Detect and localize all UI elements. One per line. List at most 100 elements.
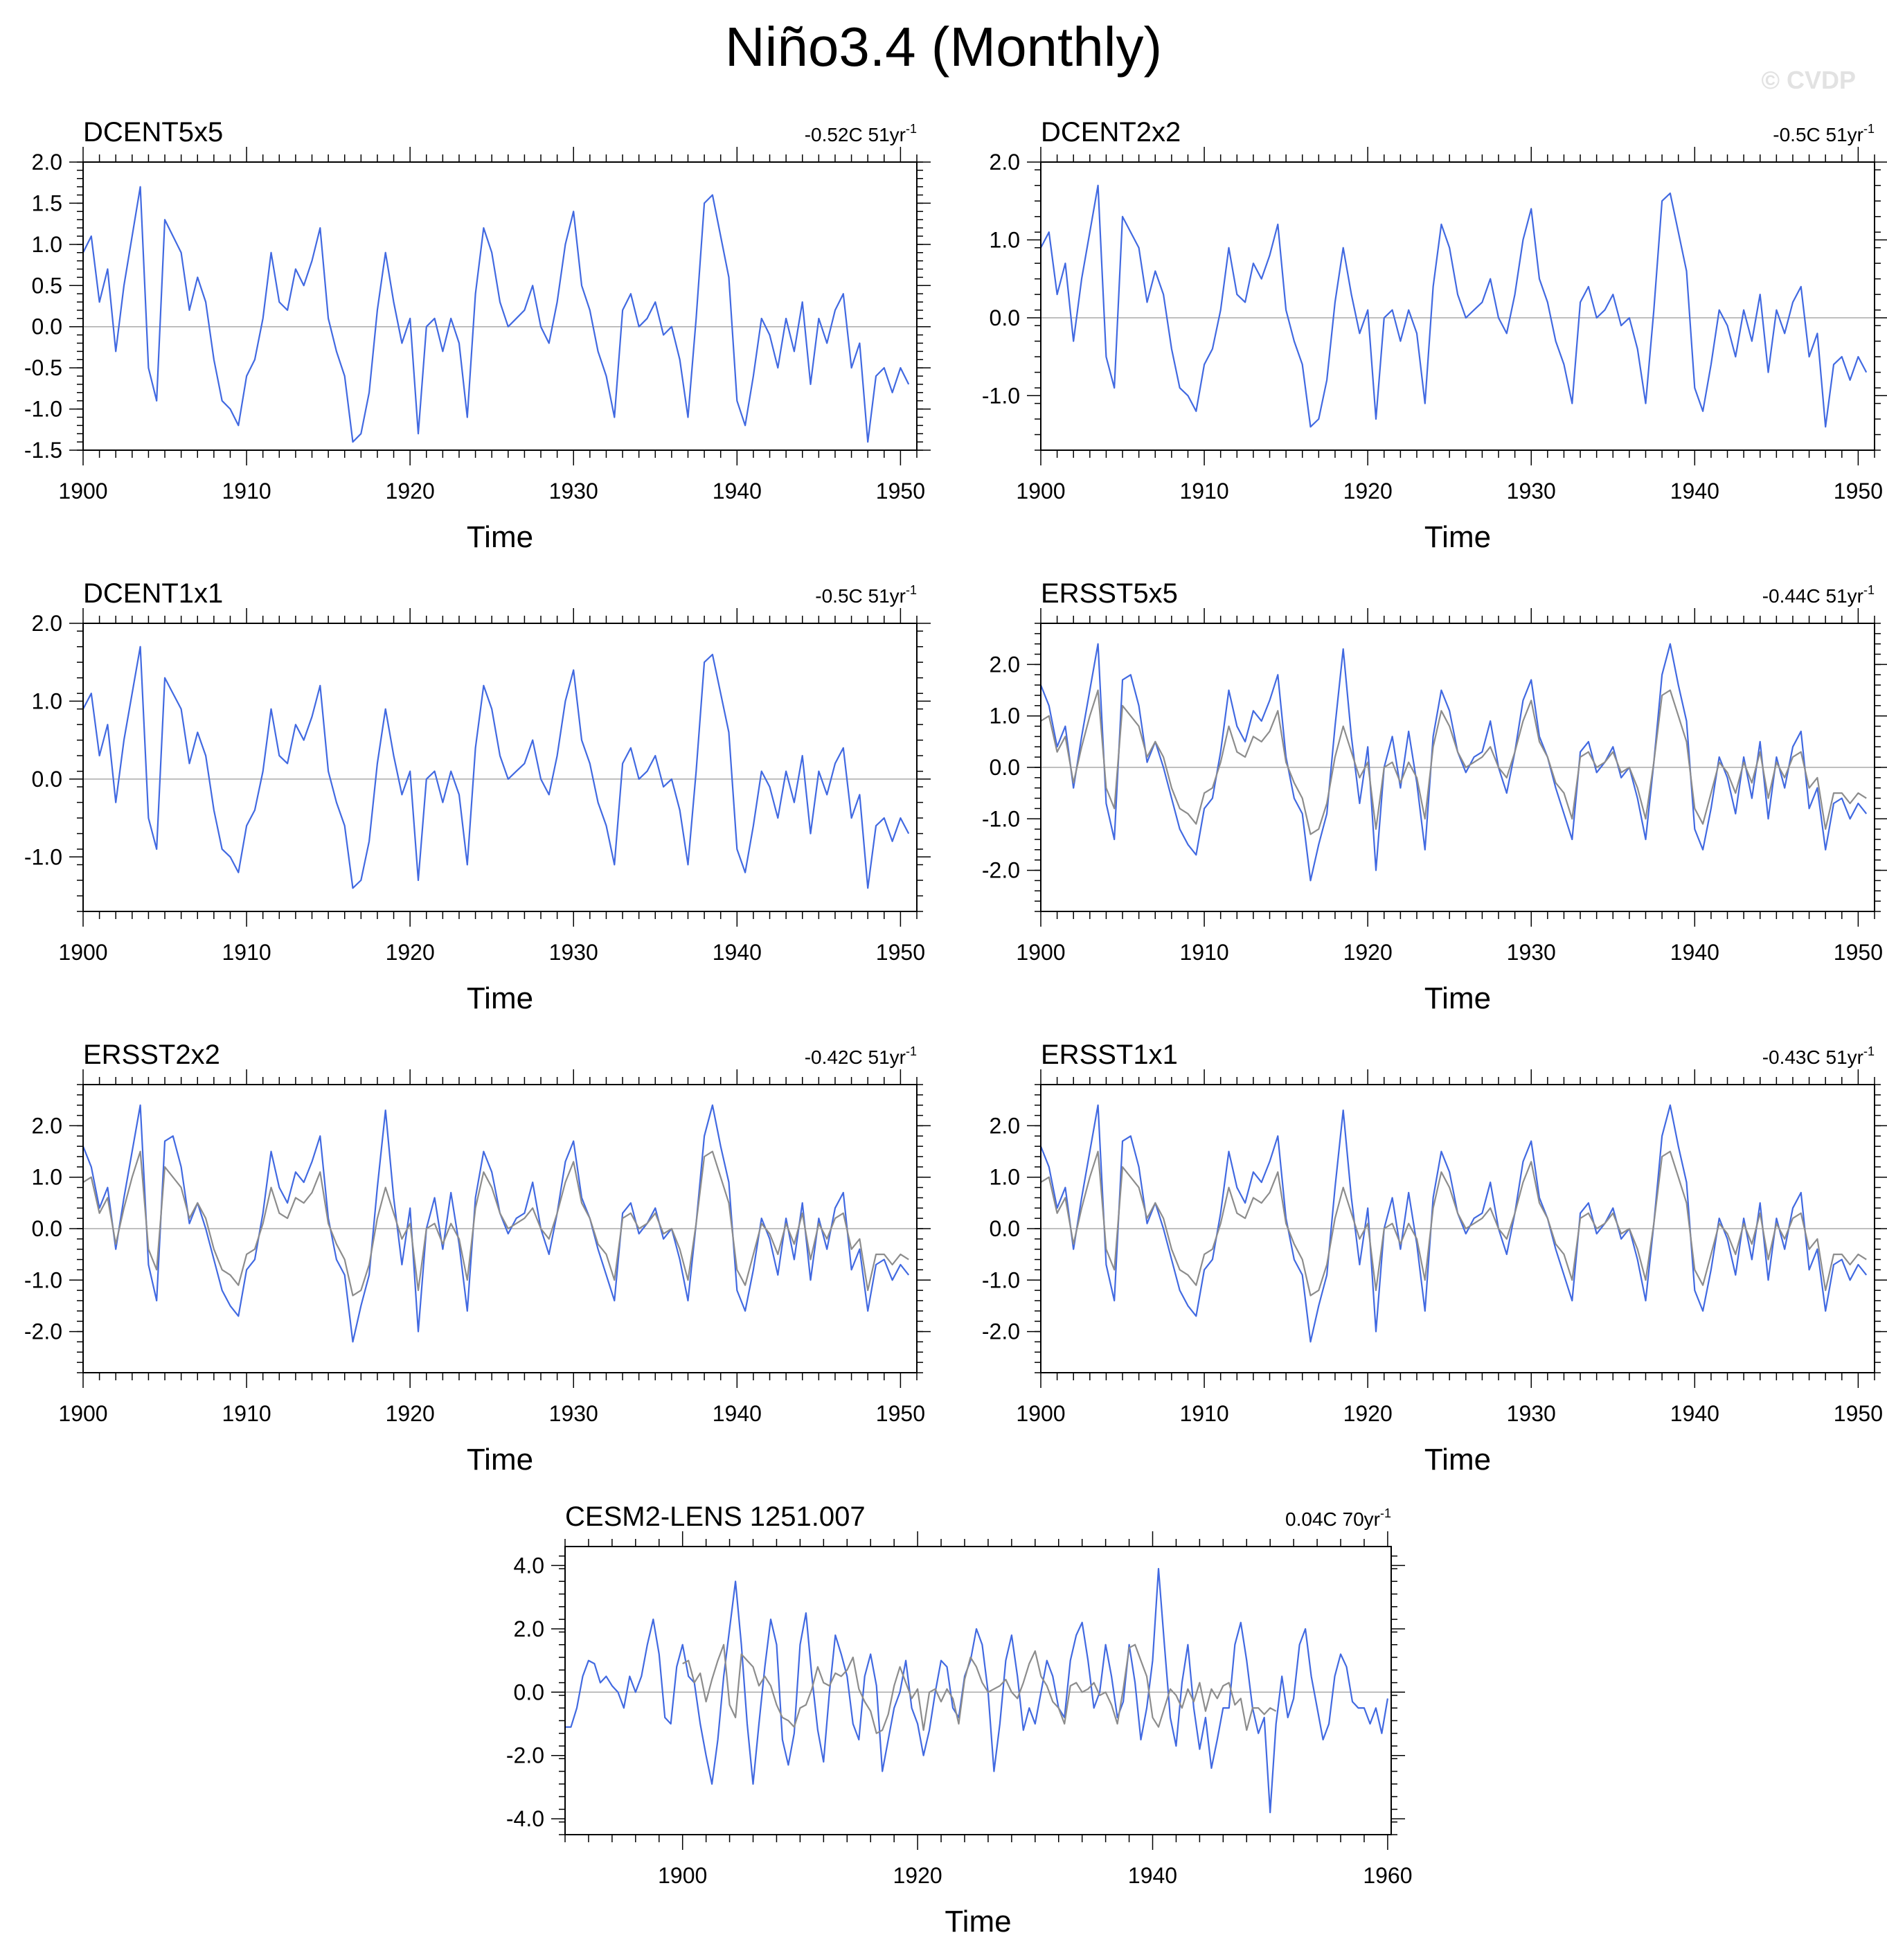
panel-4-xtick-label: 1950 xyxy=(1834,940,1883,965)
panel-3-xaxis-label: Time xyxy=(467,981,533,1015)
panel-3-xtick-label: 1940 xyxy=(713,940,762,965)
panel-4-xaxis-label: Time xyxy=(1424,981,1491,1015)
panel-1-ytick-label: -1.0 xyxy=(24,397,62,422)
panel-6-xaxis-label: Time xyxy=(1424,1443,1491,1477)
panel-6-ytick-label: 0.0 xyxy=(990,1216,1020,1241)
panel-5-trend-annotation: -0.42C 51yr-1 xyxy=(805,1044,917,1068)
panel-3-ytick-label: -1.0 xyxy=(24,844,62,869)
panel-2-xtick-label: 1950 xyxy=(1834,479,1883,504)
panel-2-xtick-label: 1920 xyxy=(1343,479,1393,504)
panel-6-xtick-label: 1930 xyxy=(1507,1401,1556,1426)
panel-6-title: ERSST1x1 xyxy=(1041,1040,1178,1070)
panel-7-xtick-label: 1940 xyxy=(1128,1863,1177,1888)
panel-7-xaxis-label: Time xyxy=(945,1905,1011,1939)
panel-2-ytick-label: 2.0 xyxy=(990,150,1020,175)
panel-5-ytick-label: -1.0 xyxy=(24,1267,62,1292)
panel-3-xtick-label: 1910 xyxy=(222,940,271,965)
panel-3-xtick-label: 1930 xyxy=(549,940,598,965)
panel-1-xaxis-label: Time xyxy=(467,520,533,554)
panel-1-title: DCENT5x5 xyxy=(83,117,223,148)
figure-title: Niño3.4 (Monthly) xyxy=(724,16,1163,78)
panel-3-xtick-label: 1950 xyxy=(876,940,925,965)
panel-1-xtick-label: 1920 xyxy=(386,479,435,504)
panel-7-series-model xyxy=(565,1567,1388,1814)
panel-6-ytick-label: -2.0 xyxy=(982,1319,1020,1344)
panel-1-frame xyxy=(82,161,918,451)
panel-3-xtick-label: 1920 xyxy=(386,940,435,965)
panel-7-title: CESM2-LENS 1251.007 xyxy=(565,1502,866,1532)
panel-4-xtick-label: 1910 xyxy=(1179,940,1228,965)
panel-2-ytick-label: 0.0 xyxy=(990,305,1020,330)
panel-6-xtick-label: 1940 xyxy=(1670,1401,1719,1426)
panel-2-trend-annotation: -0.5C 51yr-1 xyxy=(1773,122,1875,145)
panel-1-trend-annotation: -0.52C 51yr-1 xyxy=(805,122,917,145)
panel-2-xtick-label: 1900 xyxy=(1016,479,1065,504)
panel-5-ytick-label: -2.0 xyxy=(24,1319,62,1344)
panel-3-ytick-label: 0.0 xyxy=(32,767,62,792)
panel-2-xtick-label: 1940 xyxy=(1670,479,1719,504)
panel-4-series-observed xyxy=(1040,689,1867,835)
panel-1-xtick-label: 1950 xyxy=(876,479,925,504)
panel-4-ytick-label: 0.0 xyxy=(990,755,1020,780)
panel-5-ytick-label: 1.0 xyxy=(32,1165,62,1190)
panel-1-ytick-label: 0.5 xyxy=(32,273,62,298)
panel-7-xtick-label: 1920 xyxy=(893,1863,942,1888)
panel-5-xtick-label: 1920 xyxy=(386,1401,435,1426)
panel-3-ytick-label: 1.0 xyxy=(32,688,62,713)
panel-7-frame xyxy=(564,1546,1392,1835)
panel-2-xtick-label: 1930 xyxy=(1507,479,1556,504)
panel-4-ytick-label: -1.0 xyxy=(982,806,1020,831)
panel-6-xtick-label: 1910 xyxy=(1179,1401,1228,1426)
panel-5-series-observed xyxy=(82,1150,909,1297)
panel-6-xtick-label: 1920 xyxy=(1343,1401,1393,1426)
panel-7-xtick-label: 1960 xyxy=(1363,1863,1412,1888)
panel-5-xtick-label: 1950 xyxy=(876,1401,925,1426)
panel-1-xtick-label: 1910 xyxy=(222,479,271,504)
panel-4-ytick-label: 1.0 xyxy=(990,704,1020,729)
panel-4: ERSST5x5 -0.44C 51yr-1 -2.0 -1.0 0.0 1.0 2.0 19… xyxy=(982,578,1887,1015)
panel-6-xtick-label: 1900 xyxy=(1016,1401,1065,1426)
panel-6-ytick-label: 2.0 xyxy=(990,1113,1020,1138)
panel-3-series-model xyxy=(82,645,910,889)
panel-2-ytick-label: -1.0 xyxy=(982,383,1020,408)
panel-3: DCENT1x1 -0.5C 51yr-1 -1.0 0.0 1.0 2.0 1900 191… xyxy=(24,578,931,1015)
panel-4-series-model xyxy=(1039,643,1868,882)
panel-5-xtick-label: 1940 xyxy=(713,1401,762,1426)
panel-7-ytick-label: 2.0 xyxy=(514,1616,544,1641)
panel-7-series-observed xyxy=(682,1643,1277,1734)
panel-4-xtick-label: 1940 xyxy=(1670,940,1719,965)
panel-3-title: DCENT1x1 xyxy=(83,578,223,609)
panel-4-xtick-label: 1930 xyxy=(1507,940,1556,965)
panel-2-frame xyxy=(1040,161,1875,451)
panel-3-frame xyxy=(82,623,918,912)
panel-6: ERSST1x1 -0.43C 51yr-1 -2.0 -1.0 0.0 1.0 2.0 19… xyxy=(982,1040,1887,1477)
panel-1-series-model xyxy=(82,186,910,443)
panel-4-title: ERSST5x5 xyxy=(1041,578,1178,609)
panel-7-ytick-label: 0.0 xyxy=(514,1680,544,1704)
panel-5-ytick-label: 2.0 xyxy=(32,1113,62,1138)
panel-1: DCENT5x5 -0.52C 51yr-1 -1.5 -1.0 -0.5 0.0 0.5 1… xyxy=(24,117,931,554)
panel-6-ytick-label: -1.0 xyxy=(982,1267,1020,1292)
panel-2-series-model xyxy=(1040,184,1868,428)
panel-5-xtick-label: 1900 xyxy=(58,1401,107,1426)
panel-6-series-observed xyxy=(1040,1150,1867,1297)
panel-1-ytick-label: 1.0 xyxy=(32,232,62,257)
panel-7-trend-annotation: 0.04C 70yr-1 xyxy=(1285,1506,1391,1530)
panel-1-xtick-label: 1940 xyxy=(713,479,762,504)
panel-6-trend-annotation: -0.43C 51yr-1 xyxy=(1762,1044,1875,1068)
panel-4-ytick-label: -2.0 xyxy=(982,858,1020,883)
panel-7-ytick-label: -4.0 xyxy=(506,1806,544,1831)
panel-5-title: ERSST2x2 xyxy=(83,1040,220,1070)
panel-7: CESM2-LENS 1251.007 0.04C 70yr-1 -4.0 -2.0 0… xyxy=(506,1502,1413,1939)
panel-1-ytick-label: 1.5 xyxy=(32,190,62,215)
panel-2-xtick-label: 1910 xyxy=(1179,479,1228,504)
panel-2-ytick-label: 1.0 xyxy=(990,227,1020,252)
panel-7-ytick-label: 4.0 xyxy=(514,1553,544,1578)
panel-5: ERSST2x2 -0.42C 51yr-1 -2.0 -1.0 0.0 1.0 2.0 19… xyxy=(24,1040,931,1477)
panel-7-ytick-label: -2.0 xyxy=(506,1743,544,1768)
panel-4-xtick-label: 1920 xyxy=(1343,940,1393,965)
panel-5-series-model xyxy=(82,1104,910,1343)
panel-3-xtick-label: 1900 xyxy=(58,940,107,965)
watermark: © CVDP xyxy=(1761,66,1856,94)
